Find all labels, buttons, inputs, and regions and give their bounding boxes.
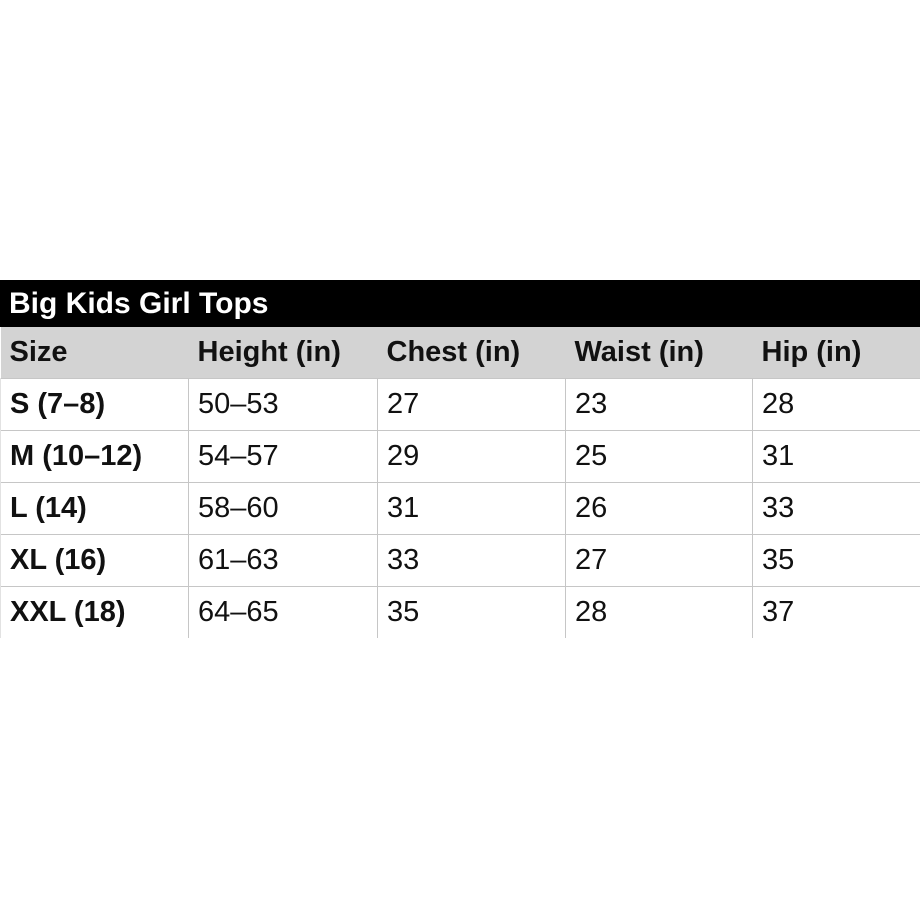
column-header-chest: Chest (in) (377, 327, 566, 379)
chest-cell: 35 (377, 586, 566, 638)
waist-cell: 27 (565, 534, 753, 587)
chart-title-bar: Big Kids Girl Tops (0, 280, 920, 327)
chart-title: Big Kids Girl Tops (9, 286, 269, 320)
size-cell: S (7–8) (0, 378, 189, 431)
hip-cell: 33 (752, 482, 920, 535)
hip-cell: 28 (752, 378, 920, 431)
hip-cell: 37 (752, 586, 920, 638)
table-row: M (10–12) 54–57 29 25 31 (0, 430, 920, 483)
column-header-size: Size (0, 327, 189, 379)
chest-cell: 27 (377, 378, 566, 431)
table-body: S (7–8) 50–53 27 23 28 M (10–12) 54–57 29 25 31 L … (0, 378, 920, 638)
table-row: XXL (18) 64–65 35 28 37 (0, 586, 920, 638)
chest-cell: 33 (377, 534, 566, 587)
chest-cell: 31 (377, 482, 566, 535)
chest-cell: 29 (377, 430, 566, 483)
size-chart-table: Size Height (in) Chest (in) Waist (in) H… (0, 327, 920, 638)
height-cell: 61–63 (188, 534, 378, 587)
height-cell: 50–53 (188, 378, 378, 431)
size-cell: L (14) (0, 482, 189, 535)
hip-cell: 35 (752, 534, 920, 587)
header-row: Size Height (in) Chest (in) Waist (in) H… (0, 327, 920, 379)
column-header-height: Height (in) (188, 327, 378, 379)
waist-cell: 25 (565, 430, 753, 483)
waist-cell: 28 (565, 586, 753, 638)
column-header-hip: Hip (in) (752, 327, 920, 379)
size-cell: XXL (18) (0, 586, 189, 638)
table-row: XL (16) 61–63 33 27 35 (0, 534, 920, 587)
height-cell: 54–57 (188, 430, 378, 483)
size-chart: Big Kids Girl Tops Size Height (in) Ches… (0, 280, 920, 638)
size-cell: XL (16) (0, 534, 189, 587)
table-row: S (7–8) 50–53 27 23 28 (0, 378, 920, 431)
table-row: L (14) 58–60 31 26 33 (0, 482, 920, 535)
hip-cell: 31 (752, 430, 920, 483)
waist-cell: 26 (565, 482, 753, 535)
waist-cell: 23 (565, 378, 753, 431)
size-cell: M (10–12) (0, 430, 189, 483)
height-cell: 64–65 (188, 586, 378, 638)
height-cell: 58–60 (188, 482, 378, 535)
column-header-waist: Waist (in) (565, 327, 753, 379)
